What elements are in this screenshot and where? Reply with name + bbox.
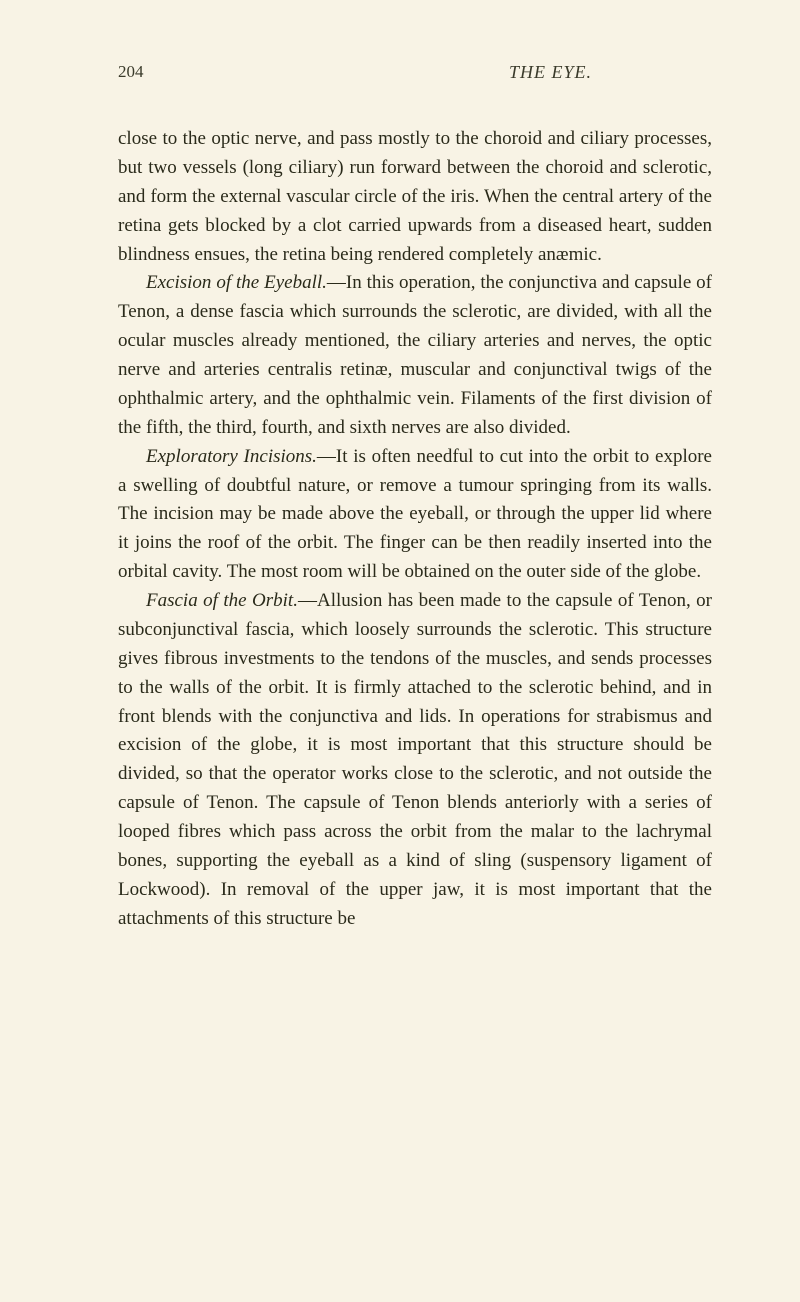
document-page: 204 THE EYE. close to the optic nerve, a… [0, 0, 800, 994]
page-header: 204 THE EYE. [118, 62, 712, 83]
page-number: 204 [118, 62, 144, 83]
page-title: THE EYE. [509, 62, 592, 83]
paragraph-3: Exploratory Incisions.—It is often needf… [118, 443, 712, 587]
body-text: close to the optic nerve, and pass mostl… [118, 125, 712, 934]
section-heading-excision: Excision of the Eyeball. [146, 272, 327, 293]
paragraph-2-text: —In this operation, the conjunctiva and … [118, 272, 712, 437]
paragraph-2: Excision of the Eyeball.—In this operati… [118, 269, 712, 442]
paragraph-4: Fascia of the Orbit.—Allusion has been m… [118, 587, 712, 934]
section-heading-fascia: Fascia of the Orbit. [146, 590, 298, 611]
section-heading-exploratory: Exploratory Incisions. [146, 446, 317, 467]
paragraph-1: close to the optic nerve, and pass mostl… [118, 125, 712, 269]
paragraph-4-text: —Allusion has been made to the capsule o… [118, 590, 712, 929]
